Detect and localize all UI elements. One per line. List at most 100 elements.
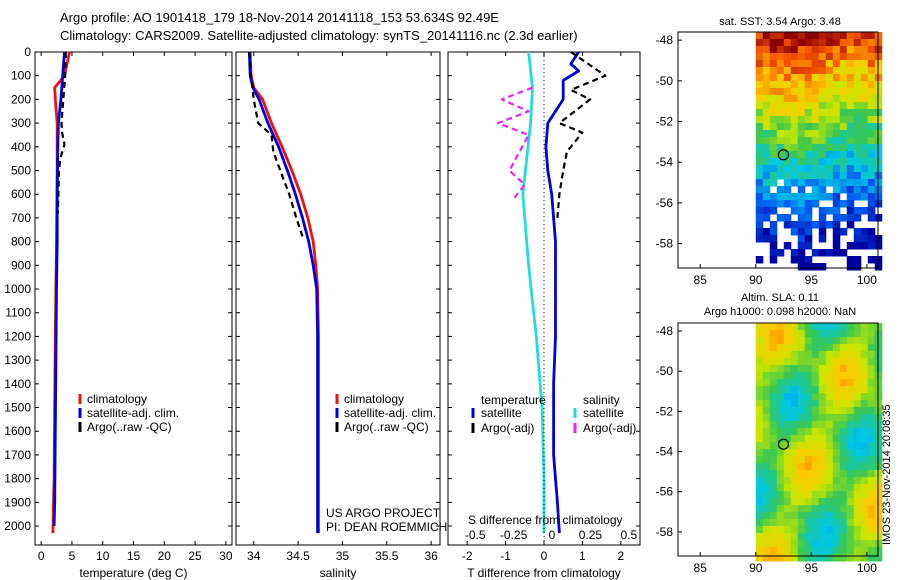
sla-map-cell bbox=[797, 421, 806, 429]
sla-map-cell bbox=[783, 435, 792, 443]
sst-map-cell bbox=[776, 74, 785, 82]
sla-map-cell bbox=[797, 512, 806, 520]
sla-map-cell bbox=[860, 344, 869, 352]
sla-map-cell bbox=[755, 428, 764, 436]
sla-map-cell bbox=[783, 547, 792, 555]
sla-map-cell bbox=[874, 351, 883, 359]
sla-map-cell bbox=[853, 540, 862, 548]
sla-map-cell bbox=[804, 379, 813, 387]
sla-map-cell bbox=[874, 463, 883, 471]
sst-map-cell bbox=[825, 172, 834, 180]
sst-map-cell bbox=[825, 67, 834, 75]
sla-map-cell bbox=[769, 519, 778, 527]
sst-map-cell bbox=[874, 214, 883, 222]
sst-map-cell bbox=[783, 32, 792, 40]
sst-map-cell bbox=[762, 39, 771, 47]
sst-map-cell bbox=[783, 67, 792, 75]
sla-map-cell bbox=[762, 337, 771, 345]
sla-map-cell bbox=[776, 400, 785, 408]
sst-map-cell bbox=[832, 60, 841, 68]
sla-map-cell bbox=[839, 554, 848, 562]
sst-map-cell bbox=[846, 46, 855, 54]
sla-map-cell bbox=[811, 477, 820, 485]
sla-map-cell bbox=[783, 540, 792, 548]
sla-map-cell bbox=[853, 498, 862, 506]
sla-map-cell bbox=[783, 421, 792, 429]
sst-map-cell bbox=[797, 165, 806, 173]
sst-map-cell bbox=[755, 39, 764, 47]
sst-map-cell bbox=[839, 158, 848, 166]
sla-map-cell bbox=[797, 456, 806, 464]
sla-map-cell bbox=[755, 393, 764, 401]
sla-map-cell bbox=[832, 442, 841, 450]
sla-map-cell bbox=[804, 526, 813, 534]
sst-map-cell bbox=[797, 137, 806, 145]
sla-map-cell bbox=[804, 344, 813, 352]
legend-header-temperature: temperature bbox=[481, 393, 546, 407]
sla-map-cell bbox=[825, 358, 834, 366]
sst-map-cell bbox=[769, 158, 778, 166]
sst-map-cell bbox=[769, 256, 778, 264]
sla-map-cell bbox=[839, 400, 848, 408]
sla-map-cell bbox=[811, 519, 820, 527]
sst-map-cell bbox=[825, 144, 834, 152]
sla-map-cell bbox=[755, 407, 764, 415]
sst-map-cell bbox=[832, 193, 841, 201]
sst-map-cell bbox=[762, 158, 771, 166]
sst-map-cell bbox=[853, 144, 862, 152]
sst-map-cells bbox=[755, 32, 883, 271]
sst-map-cell bbox=[776, 53, 785, 61]
sst-map-cell bbox=[769, 88, 778, 96]
sla-map-cell bbox=[818, 337, 827, 345]
sla-map-cell bbox=[860, 372, 869, 380]
sla-map-cell bbox=[839, 337, 848, 345]
sla-map-cell bbox=[755, 484, 764, 492]
sla-map-cell bbox=[818, 456, 827, 464]
sst-map-cell bbox=[783, 95, 792, 103]
sst-map-cell bbox=[797, 32, 806, 40]
sst-map-cell bbox=[874, 88, 883, 96]
sla-map-cell bbox=[797, 330, 806, 338]
sst-map-cell bbox=[776, 249, 785, 257]
sst-map-cell bbox=[818, 74, 827, 82]
sla-map-cell bbox=[867, 526, 876, 534]
sst-map-cell bbox=[755, 214, 764, 222]
sst-map-cell bbox=[783, 151, 792, 159]
depth-tick-label: 2000 bbox=[4, 519, 31, 533]
sla-map-cell bbox=[762, 505, 771, 513]
sst-map-cell bbox=[804, 151, 813, 159]
sst-map-cell bbox=[860, 32, 869, 40]
sst-map-cell bbox=[797, 256, 806, 264]
sla-map-cell bbox=[825, 442, 834, 450]
sst-map-cell bbox=[867, 179, 876, 187]
sst-map-cell bbox=[769, 200, 778, 208]
sla-map-cell bbox=[867, 547, 876, 555]
sst-map-cell bbox=[867, 123, 876, 131]
sla-map-cell bbox=[804, 400, 813, 408]
sla-map-cell bbox=[790, 547, 799, 555]
sla-map-cell bbox=[832, 470, 841, 478]
sst-map-cell bbox=[825, 32, 834, 40]
sst-map-cell bbox=[797, 249, 806, 257]
sla-map-cell bbox=[755, 512, 764, 520]
sla-map-cell bbox=[769, 330, 778, 338]
sla-map-cell bbox=[874, 337, 883, 345]
sst-map-cell bbox=[762, 67, 771, 75]
sla-map-cell bbox=[762, 400, 771, 408]
sst-map-cell bbox=[776, 172, 785, 180]
sst-map-cell bbox=[825, 249, 834, 257]
sla-map-cell bbox=[762, 393, 771, 401]
sla-map-cell bbox=[790, 435, 799, 443]
sst-map-cell bbox=[818, 67, 827, 75]
sla-map-cell bbox=[818, 491, 827, 499]
sla-map-cell bbox=[832, 421, 841, 429]
sla-map-cell bbox=[860, 484, 869, 492]
sst-map-cell bbox=[839, 39, 848, 47]
sla-map-cell bbox=[846, 547, 855, 555]
sst-map-cell bbox=[783, 123, 792, 131]
sla-map-cell bbox=[825, 407, 834, 415]
sla-map-cell bbox=[846, 554, 855, 562]
sla-map-cell bbox=[811, 470, 820, 478]
sst-map-cell bbox=[818, 214, 827, 222]
sla-map-cell bbox=[832, 491, 841, 499]
